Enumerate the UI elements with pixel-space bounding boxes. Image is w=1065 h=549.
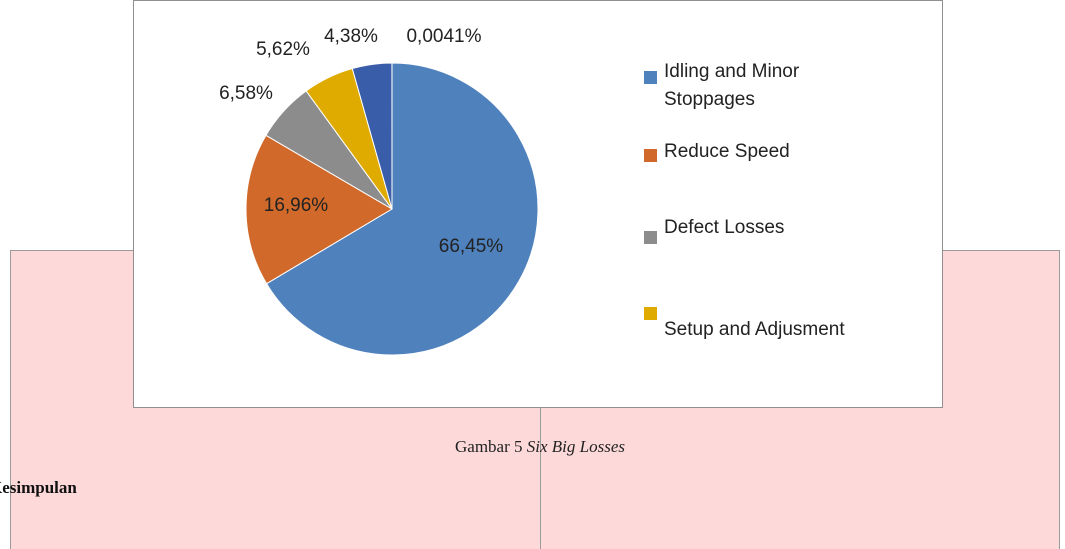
data-label: 66,45% xyxy=(439,236,504,257)
legend-swatch xyxy=(644,307,657,320)
legend-label: Defect Losses xyxy=(664,217,785,238)
data-label: 0,0041% xyxy=(406,26,481,47)
data-label: 5,62% xyxy=(256,39,310,60)
legend-label: Idling and Minor Stoppages xyxy=(664,61,800,110)
pie-slice xyxy=(265,62,539,356)
legend-swatch xyxy=(644,149,657,162)
legend-label: Setup and Adjusment xyxy=(664,319,845,340)
section-heading: Kesimpulan xyxy=(0,478,77,497)
legend-swatch xyxy=(644,231,657,244)
pie-slice xyxy=(245,134,393,285)
data-label: 16,96% xyxy=(264,195,329,216)
chart-area: 66,45% 16,96% 6,58% 5,62% 4,38% 0,0041% Idlin… xyxy=(133,0,943,408)
data-label: 6,58% xyxy=(219,83,273,104)
legend-swatch xyxy=(644,71,657,84)
figure-caption: Gambar 5 Six Big Losses xyxy=(0,437,1065,457)
caption-title: Six Big Losses xyxy=(526,437,625,456)
data-label: 4,38% xyxy=(324,26,378,47)
chart: 66,45% 16,96% 6,58% 5,62% 4,38% 0,0041% xyxy=(219,26,539,356)
caption-label: Gambar 5 xyxy=(455,437,523,456)
legend-label: Reduce Speed xyxy=(664,141,790,162)
